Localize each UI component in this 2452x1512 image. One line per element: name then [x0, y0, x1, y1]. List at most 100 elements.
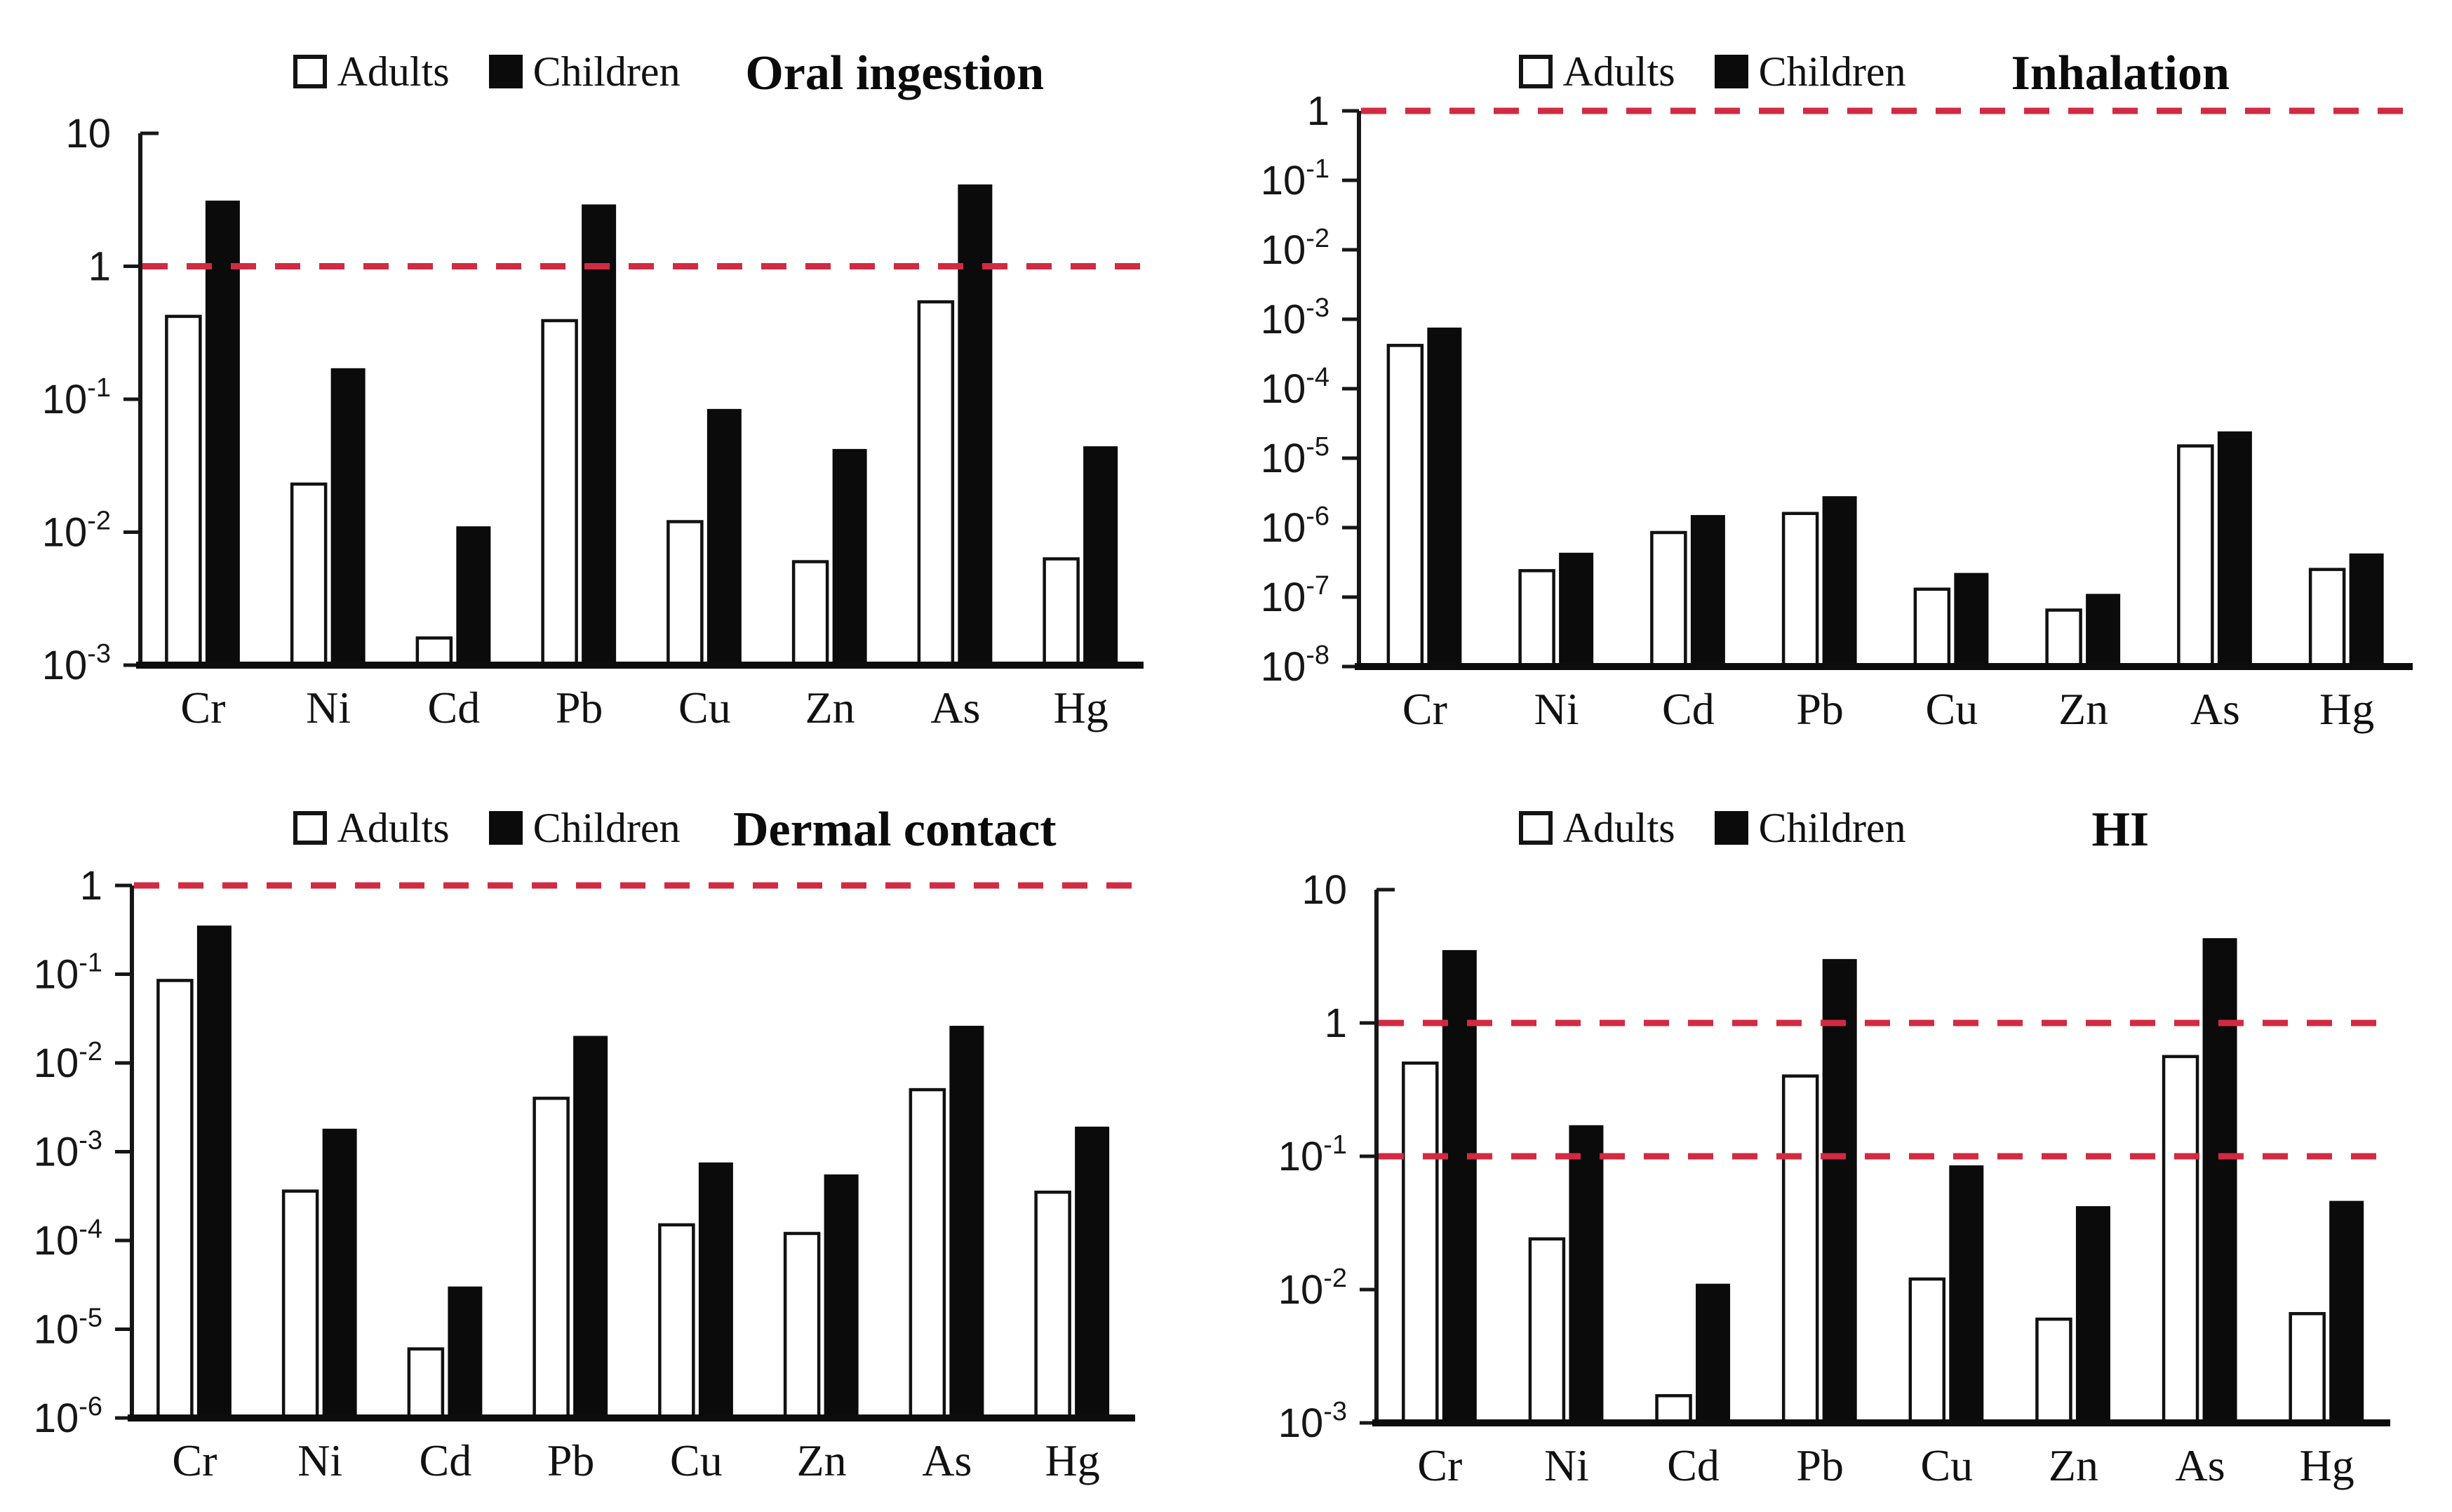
bar-adults-hg: [2308, 568, 2346, 669]
x-label-cr: Cr: [180, 683, 225, 732]
y-tick-exponent: -4: [79, 1215, 102, 1244]
y-tick-label: 10-3: [1261, 293, 1329, 342]
bar-children-cd: [456, 526, 491, 666]
legend-label-adults: Adults: [337, 805, 450, 851]
bar-children-ni: [1559, 552, 1594, 667]
legend-item-adults: Adults: [1518, 807, 1675, 849]
bar-children-cr: [205, 200, 240, 666]
bar-children-pb: [1822, 496, 1857, 667]
bar-children-cu: [1954, 573, 1989, 667]
bar-children-zn: [2075, 1206, 2110, 1424]
x-label-cr: Cr: [1417, 1440, 1462, 1490]
legend: Adults Children: [1226, 51, 1906, 93]
adults-swatch-icon: [1518, 811, 1553, 845]
x-label-cu: Cu: [678, 683, 731, 732]
y-tick-exponent: -3: [79, 1126, 102, 1156]
bar-adults-zn: [791, 560, 829, 667]
x-label-cr: Cr: [1402, 684, 1447, 734]
y-tick-label: 10-2: [1278, 1264, 1347, 1313]
y-tick-label: 10-6: [1261, 502, 1329, 551]
legend: Adults Children: [0, 807, 681, 849]
bar-children-zn: [2086, 594, 2121, 667]
x-label-pb: Pb: [547, 1436, 595, 1485]
legend-item-children: Children: [488, 48, 681, 95]
bar-children-hg: [2329, 1200, 2364, 1424]
panel-inhalation: Adults Children Inhalation 1 10-1 10-2 10-3…: [1226, 0, 2451, 756]
bar-children-ni: [1569, 1125, 1604, 1424]
bar-children-as: [2202, 938, 2237, 1424]
y-tick-exponent: -1: [1323, 1130, 1347, 1160]
y-tick-label: 10-1: [1278, 1130, 1347, 1179]
y-tick-exponent: -1: [1306, 154, 1329, 184]
bar-children-cd: [1696, 1283, 1731, 1424]
y-tick-label: 10-3: [42, 639, 111, 688]
y-tick-label: 10-5: [1261, 432, 1329, 481]
bar-children-as: [949, 1026, 984, 1419]
bar-adults-ni: [1528, 1237, 1566, 1425]
children-swatch-icon: [488, 811, 523, 845]
y-tick-exponent: -2: [1306, 224, 1329, 253]
bar-adults-as: [909, 1088, 946, 1420]
legend-item-children: Children: [1714, 805, 1906, 851]
bar-children-cu: [1949, 1165, 1984, 1424]
bar-children-hg: [1075, 1126, 1110, 1419]
legend: Adults Children: [0, 51, 681, 93]
bar-adults-pb: [1781, 511, 1819, 669]
bar-children-ni: [330, 368, 366, 666]
y-tick-exponent: -7: [1306, 571, 1329, 601]
bar-adults-cd: [1655, 1393, 1692, 1425]
bar-adults-hg: [1043, 557, 1080, 667]
bar-adults-as: [2162, 1055, 2199, 1425]
x-label-as: As: [2190, 684, 2240, 734]
y-tick-exponent: -3: [87, 639, 111, 669]
bar-adults-cr: [1402, 1061, 1439, 1425]
y-tick-exponent: -1: [79, 949, 102, 978]
legend-label-children: Children: [532, 48, 681, 95]
x-label-cd: Cd: [1667, 1440, 1720, 1490]
bar-children-cd: [1690, 515, 1725, 667]
x-label-pb: Pb: [556, 683, 603, 732]
bar-children-zn: [824, 1174, 859, 1419]
bar-children-pb: [573, 1036, 608, 1419]
y-tick-label: 1: [1325, 1001, 1347, 1046]
x-label-ni: Ni: [306, 683, 351, 732]
y-tick-exponent: -3: [1306, 293, 1329, 323]
bar-children-pb: [582, 204, 617, 666]
y-tick-label: 10-1: [34, 949, 102, 998]
y-tick-label: 10-2: [42, 507, 111, 556]
panel-title-inhalation: Inhalation: [2011, 46, 2230, 100]
bar-adults-ni: [281, 1189, 319, 1420]
panel-title-hi: HI: [2091, 803, 2150, 857]
bar-adults-zn: [2045, 608, 2082, 669]
bar-adults-pb: [532, 1097, 570, 1420]
legend-label-children: Children: [1758, 805, 1906, 851]
x-label-cd: Cd: [1662, 684, 1715, 734]
chart-dermal-contact: 1 10-1 10-2 10-3 10-4 10-5 10-6 Cr Ni Cd Pb Cu Zn As H…: [34, 863, 1135, 1485]
bar-adults-as: [2177, 444, 2214, 669]
bar-adults-pb: [541, 319, 578, 667]
chart-oral-ingestion: 10 1 10-1 10-2 10-3 Cr Ni Cd Pb Cu Zn As Hg: [42, 111, 1144, 732]
x-label-hg: Hg: [2300, 1440, 2354, 1490]
legend-item-adults: Adults: [293, 807, 450, 849]
x-label-cu: Cu: [670, 1436, 723, 1485]
y-tick-label: 1: [1307, 88, 1329, 134]
legend-label-adults: Adults: [1562, 48, 1675, 95]
panel-dermal-contact: Adults Children Dermal contact 1 10-1 10-2…: [0, 756, 1226, 1512]
children-swatch-icon: [488, 55, 523, 88]
x-label-hg: Hg: [2319, 684, 2374, 734]
bar-adults-cd: [1650, 530, 1687, 669]
y-tick-label: 10-6: [34, 1392, 102, 1441]
y-tick-exponent: -1: [87, 373, 111, 403]
panel-title-oral-ingestion: Oral ingestion: [745, 46, 1045, 100]
y-tick-label: 10-1: [1261, 154, 1329, 203]
chart-inhalation: 1 10-1 10-2 10-3 10-4 10-5 10-6 10-7 10-8 Cr Ni Cd P…: [1261, 88, 2413, 734]
bar-children-cr: [196, 925, 232, 1419]
y-tick-exponent: -5: [1306, 432, 1329, 462]
children-swatch-icon: [1714, 811, 1748, 845]
bar-children-hg: [1083, 446, 1118, 666]
panel-title-dermal-contact: Dermal contact: [732, 803, 1057, 857]
y-tick-label: 10-4: [1261, 363, 1329, 412]
x-label-as: As: [2176, 1440, 2225, 1490]
y-tick-exponent: -5: [79, 1304, 102, 1333]
